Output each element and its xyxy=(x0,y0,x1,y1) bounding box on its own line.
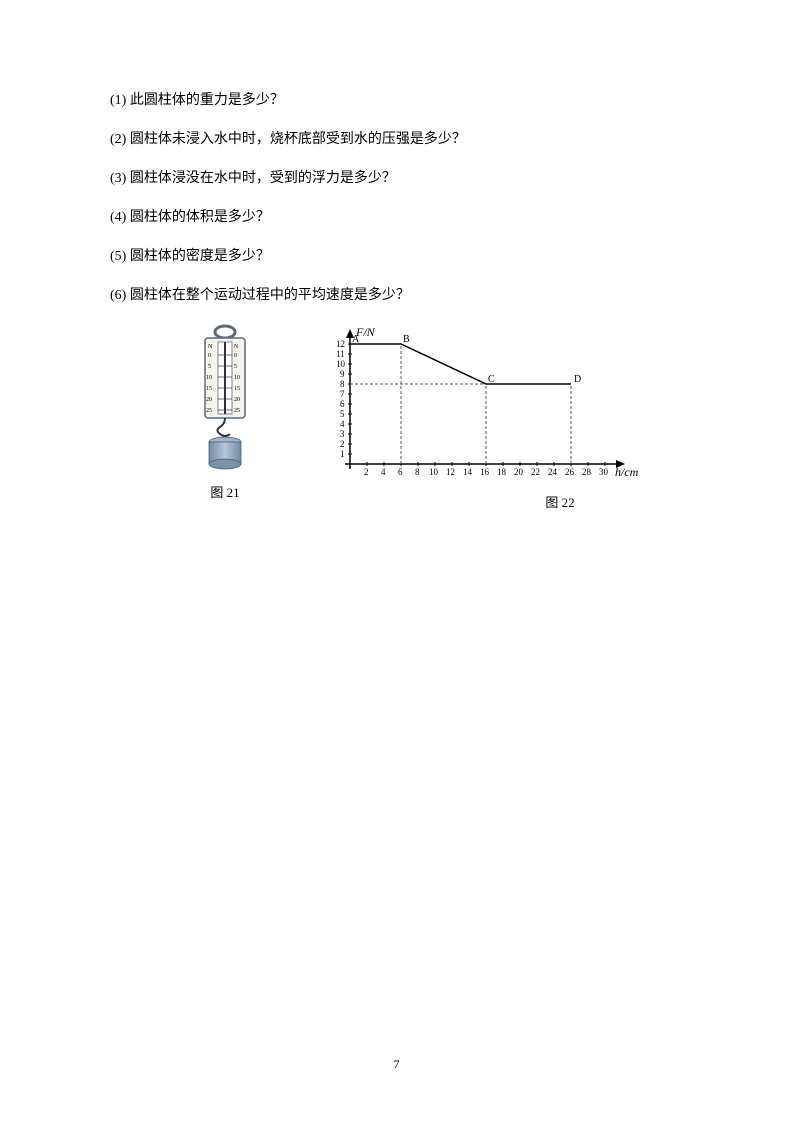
scale-left-0: 0 xyxy=(208,353,211,359)
figure-21: N 0 5 10 15 20 25 N 0 5 10 15 20 25 xyxy=(190,324,260,501)
scale-left-10: 10 xyxy=(206,375,212,381)
svg-text:4: 4 xyxy=(340,419,345,429)
svg-text:12: 12 xyxy=(336,339,345,349)
q5-num: (5) xyxy=(110,249,126,264)
point-B-label: B xyxy=(403,334,410,345)
scale-right-10: 10 xyxy=(234,375,240,381)
svg-text:26: 26 xyxy=(565,467,575,477)
svg-text:5: 5 xyxy=(340,409,345,419)
figures-row: N 0 5 10 15 20 25 N 0 5 10 15 20 25 xyxy=(190,324,683,511)
scale-right-15: 15 xyxy=(234,386,240,392)
figure-22: F/N h/cm 1 2 3 4 5 6 7 8 9 10 11 12 xyxy=(320,324,640,511)
svg-text:3: 3 xyxy=(340,429,345,439)
q3-text: 圆柱体浸没在水中时，受到的浮力是多少？ xyxy=(130,171,396,186)
svg-text:14: 14 xyxy=(463,467,473,477)
questions-block: (1) 此圆柱体的重力是多少？ (2) 圆柱体未浸入水中时，烧杯底部受到水的压强… xyxy=(110,90,683,306)
svg-text:9: 9 xyxy=(340,369,345,379)
svg-text:10: 10 xyxy=(336,359,346,369)
q4-text: 圆柱体的体积是多少？ xyxy=(130,210,270,225)
q2-text: 圆柱体未浸入水中时，烧杯底部受到水的压强是多少？ xyxy=(130,132,466,147)
svg-text:20: 20 xyxy=(514,467,524,477)
svg-text:22: 22 xyxy=(531,467,540,477)
svg-text:6: 6 xyxy=(340,399,345,409)
x-axis-label: h/cm xyxy=(615,465,639,479)
fig21-caption: 图 21 xyxy=(210,482,239,501)
scale-left-25: 25 xyxy=(206,408,212,414)
fig22-caption: 图 22 xyxy=(545,492,574,511)
page-number: 7 xyxy=(0,1057,793,1072)
svg-text:8: 8 xyxy=(340,379,345,389)
scale-right-20: 20 xyxy=(234,397,240,403)
question-4: (4) 圆柱体的体积是多少？ xyxy=(110,207,683,228)
scale-left-15: 15 xyxy=(206,386,212,392)
q1-text: 此圆柱体的重力是多少？ xyxy=(130,93,284,108)
scale-left-N: N xyxy=(208,344,213,350)
svg-text:28: 28 xyxy=(582,467,592,477)
svg-text:24: 24 xyxy=(548,467,558,477)
q1-num: (1) xyxy=(110,93,126,108)
svg-text:2: 2 xyxy=(340,439,345,449)
spring-scale-icon: N 0 5 10 15 20 25 N 0 5 10 15 20 25 xyxy=(190,324,260,474)
svg-text:12: 12 xyxy=(446,467,455,477)
svg-text:8: 8 xyxy=(415,467,420,477)
q4-num: (4) xyxy=(110,210,126,225)
question-3: (3) 圆柱体浸没在水中时，受到的浮力是多少？ xyxy=(110,168,683,189)
question-6: (6) 圆柱体在整个运动过程中的平均速度是多少？ xyxy=(110,285,683,306)
q6-text: 圆柱体在整个运动过程中的平均速度是多少？ xyxy=(130,288,410,303)
q3-num: (3) xyxy=(110,171,126,186)
q5-text: 圆柱体的密度是多少？ xyxy=(130,249,270,264)
scale-right-0: 0 xyxy=(234,353,237,359)
svg-text:30: 30 xyxy=(599,467,609,477)
svg-text:18: 18 xyxy=(497,467,507,477)
svg-text:10: 10 xyxy=(429,467,439,477)
svg-text:1: 1 xyxy=(340,449,345,459)
svg-text:11: 11 xyxy=(336,349,345,359)
question-2: (2) 圆柱体未浸入水中时，烧杯底部受到水的压强是多少？ xyxy=(110,129,683,150)
scale-right-5: 5 xyxy=(234,364,237,370)
point-A-label: A xyxy=(352,334,360,345)
scale-right-25: 25 xyxy=(234,408,240,414)
svg-text:6: 6 xyxy=(398,467,403,477)
point-C-label: C xyxy=(488,374,495,385)
svg-text:4: 4 xyxy=(381,467,386,477)
svg-text:16: 16 xyxy=(480,467,490,477)
scale-left-20: 20 xyxy=(206,397,212,403)
scale-right-N: N xyxy=(234,344,239,350)
point-D-label: D xyxy=(574,374,581,385)
svg-text:7: 7 xyxy=(340,389,345,399)
svg-text:2: 2 xyxy=(364,467,369,477)
question-5: (5) 圆柱体的密度是多少？ xyxy=(110,246,683,267)
scale-left-5: 5 xyxy=(208,364,211,370)
q2-num: (2) xyxy=(110,132,126,147)
force-height-chart: F/N h/cm 1 2 3 4 5 6 7 8 9 10 11 12 xyxy=(320,324,640,484)
question-1: (1) 此圆柱体的重力是多少？ xyxy=(110,90,683,111)
q6-num: (6) xyxy=(110,288,126,303)
